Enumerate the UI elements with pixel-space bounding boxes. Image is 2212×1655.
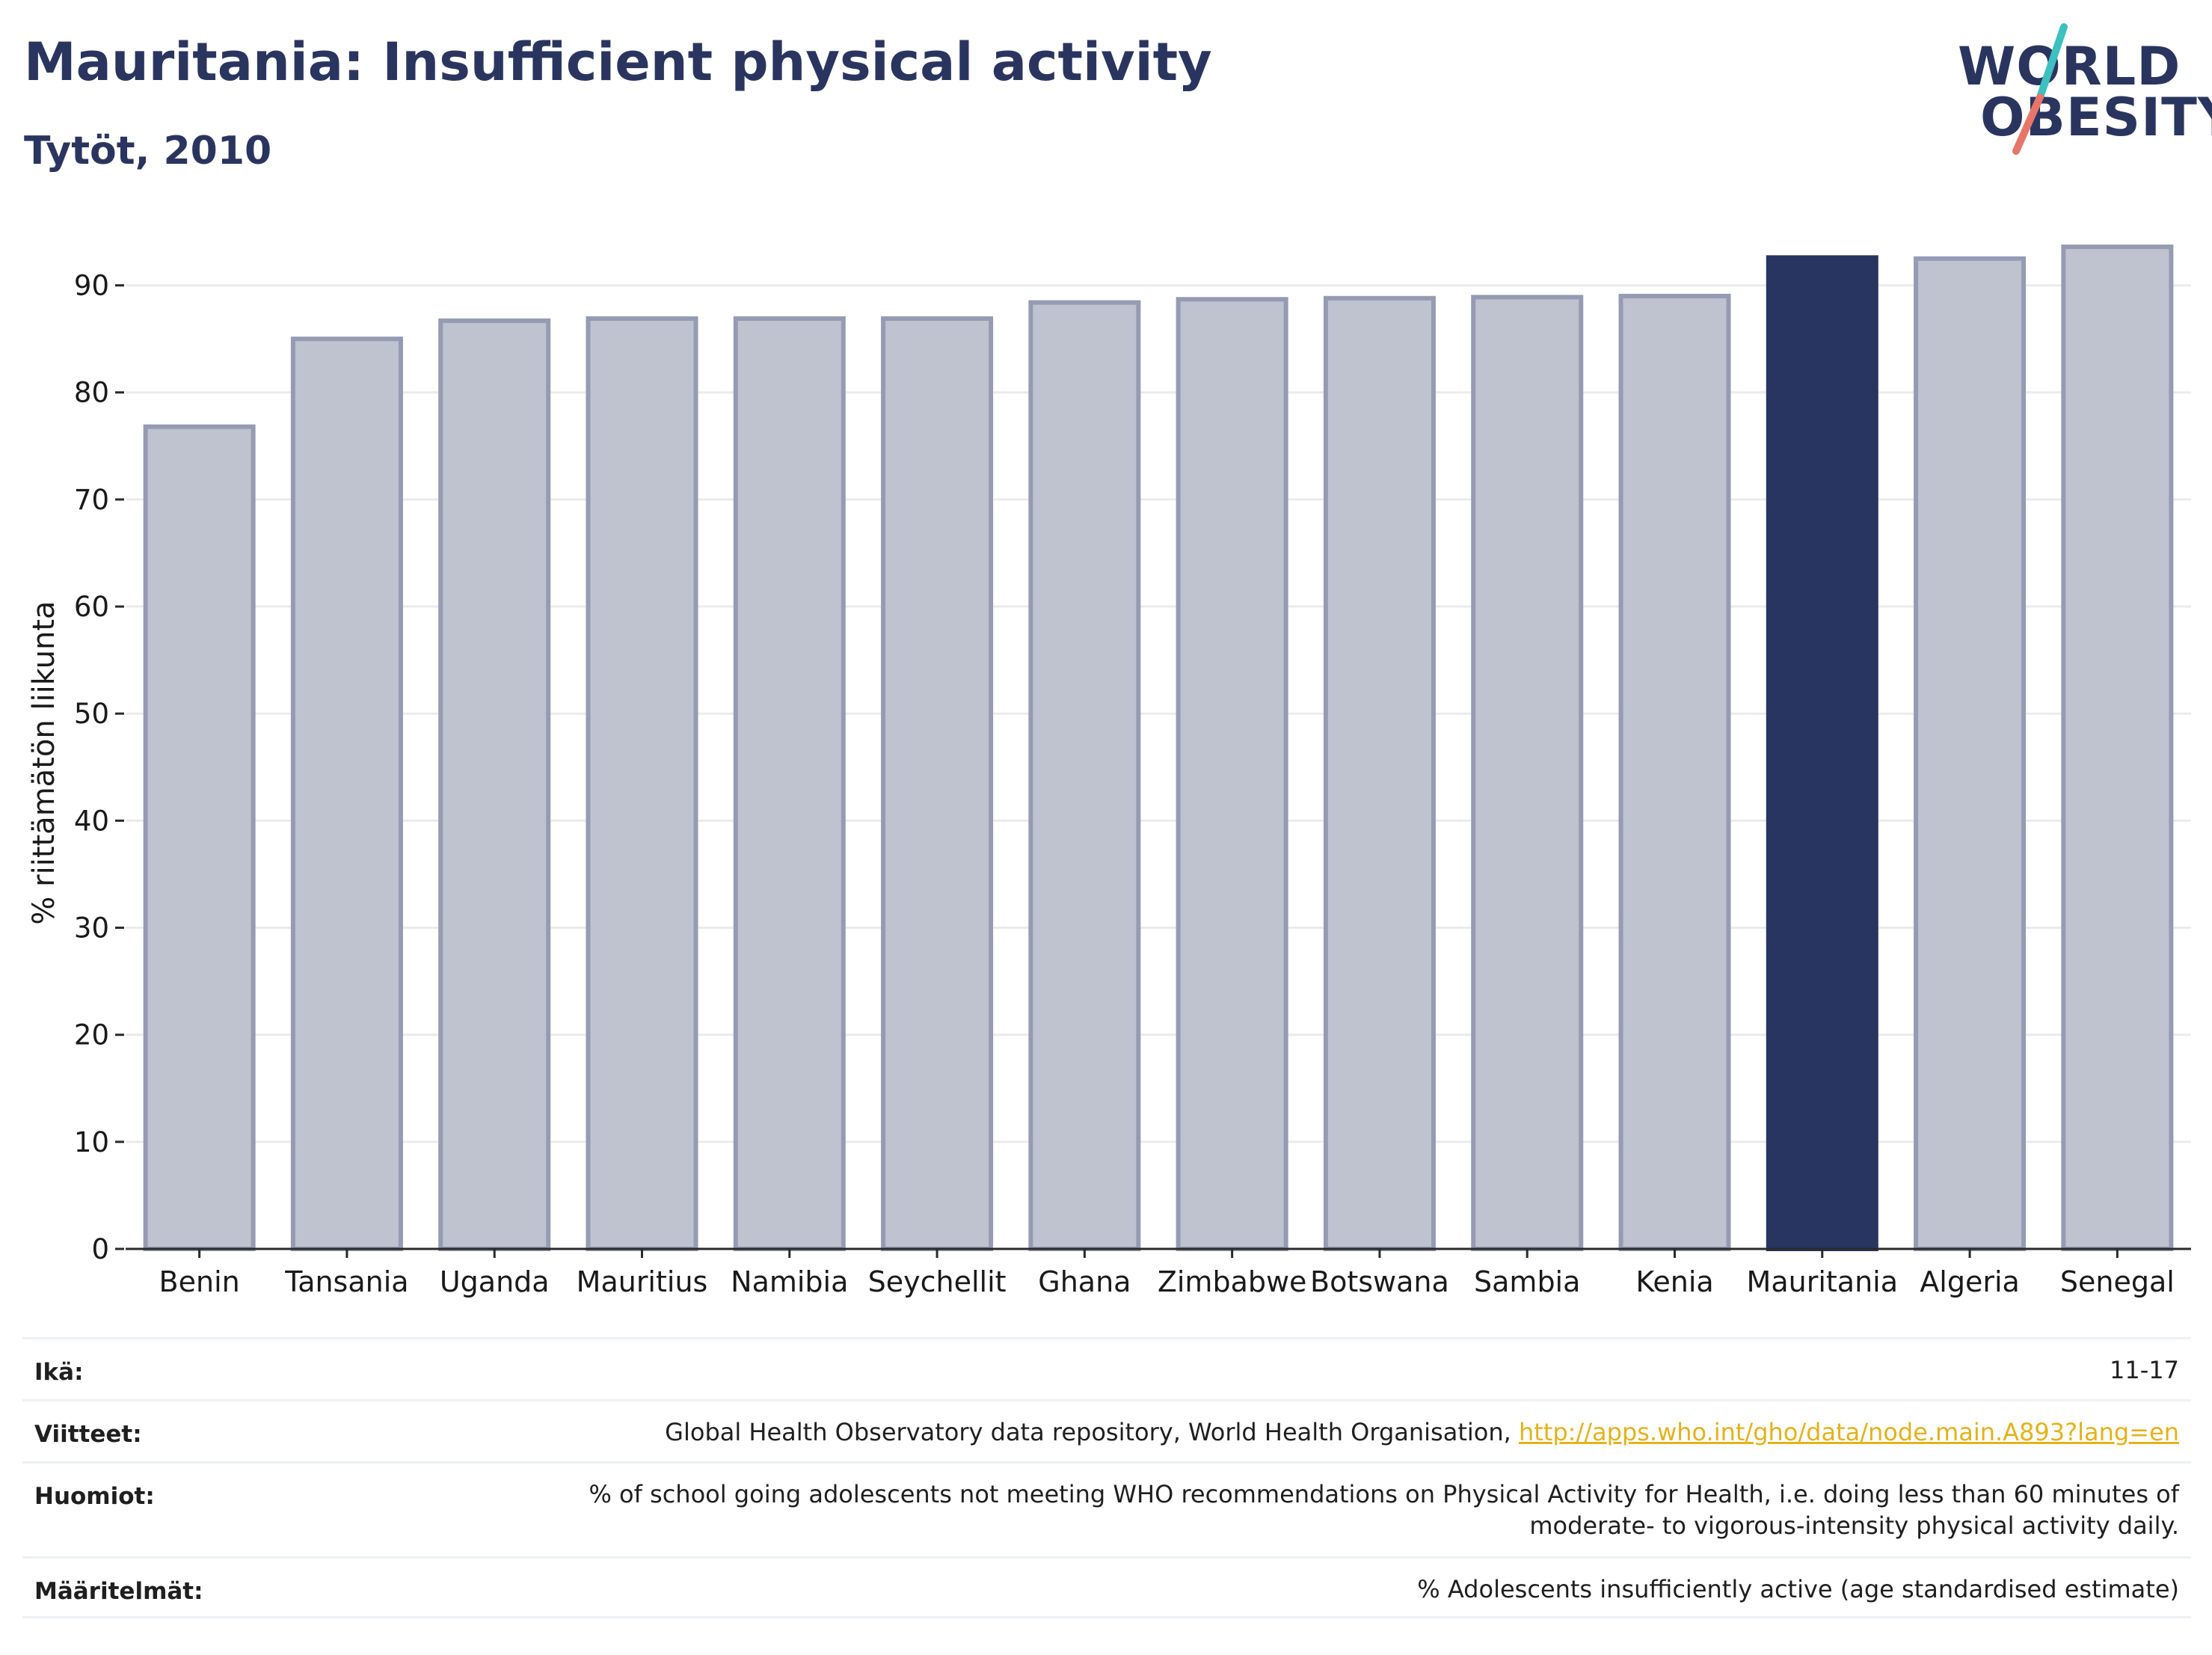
footer-label-age: Ikä: — [34, 1359, 84, 1386]
x-axis-ticks: Benin Tansania Uganda Mauritius Namibia Seych… — [159, 1249, 2175, 1298]
page-title: Mauritania: Insufficient physical activi… — [24, 31, 1212, 93]
x-tick-label: Namibia — [731, 1265, 848, 1298]
footer-value-age: 11-17 — [2110, 1356, 2179, 1384]
footer-row-references: Viitteet: Global Health Observatory data… — [22, 1399, 2191, 1461]
x-tick-label: Seychellit — [868, 1265, 1007, 1298]
footer-label-notes: Huomiot: — [34, 1483, 155, 1510]
x-tick-label: Benin — [159, 1265, 240, 1298]
bar — [438, 318, 551, 1252]
header: Mauritania: Insufficient physical activi… — [0, 0, 2212, 194]
footer-value-references: Global Health Observatory data repositor… — [665, 1416, 2179, 1448]
x-tick-label: Uganda — [440, 1265, 550, 1298]
bar-highlighted — [1766, 255, 1878, 1251]
bar — [2061, 245, 2174, 1251]
y-tick-label: 80 — [74, 377, 109, 409]
gridlines — [126, 284, 2191, 1143]
x-tick-label: Senegal — [2060, 1265, 2175, 1298]
x-tick-label: Zimbabwe — [1158, 1265, 1307, 1298]
footer-notes-line2: moderate- to vigorous-intensity physical… — [1529, 1511, 2179, 1540]
x-tick-label: Algeria — [1920, 1265, 2020, 1298]
footer-label-references: Viitteet: — [34, 1421, 142, 1448]
y-axis-ticks: 0 10 20 30 40 50 60 70 80 90 — [74, 270, 124, 1265]
y-tick-label: 30 — [74, 912, 109, 945]
x-tick-label: Mauritania — [1747, 1265, 1898, 1298]
footer-value-notes: % of school going adolescents not meetin… — [589, 1479, 2179, 1541]
footer-value-definitions: % Adolescents insufficiently active (age… — [1417, 1575, 2179, 1603]
bar-chart: 0 10 20 30 40 50 60 70 80 90 Benin Tansania Uganda M… — [27, 245, 2191, 1298]
bar — [733, 316, 846, 1252]
bar — [1618, 293, 1731, 1251]
bar — [1323, 295, 1436, 1251]
world-obesity-logo: WORLD OBESITY — [1958, 22, 2212, 157]
footer-label-definitions: Määritelmät: — [34, 1578, 203, 1605]
bar — [1028, 300, 1141, 1251]
bar — [143, 424, 256, 1251]
footer-reference-link[interactable]: http://apps.who.int/gho/data/node.main.A… — [1518, 1418, 2179, 1446]
page-subtitle: Tytöt, 2010 — [24, 129, 272, 174]
logo-slash-icon — [2012, 23, 2068, 155]
y-tick-label: 20 — [74, 1019, 109, 1051]
logo-word-obesity: OBESITY — [1980, 87, 2212, 148]
bar — [881, 316, 994, 1252]
bar — [290, 337, 403, 1252]
x-tick-label: Mauritius — [577, 1265, 708, 1298]
x-tick-label: Tansania — [284, 1265, 408, 1298]
y-tick-label: 90 — [74, 270, 109, 302]
footer-row-age: Ikä: 11-17 — [22, 1337, 2191, 1399]
bar — [1471, 295, 1584, 1252]
chart-footer: Ikä: 11-17 Viitteet: Global Health Obser… — [22, 1337, 2191, 1618]
footer-reference-text: Global Health Observatory data repositor… — [665, 1418, 1519, 1446]
y-tick-label: 60 — [74, 591, 109, 623]
bar — [1176, 297, 1288, 1252]
y-tick-label: 0 — [91, 1233, 109, 1265]
footer-notes-line1: % of school going adolescents not meetin… — [589, 1480, 2179, 1508]
footer-row-definitions: Määritelmät: % Adolescents insufficientl… — [22, 1556, 2191, 1618]
x-tick-label: Botswana — [1310, 1265, 1449, 1298]
x-tick-label: Kenia — [1635, 1265, 1713, 1298]
bar — [586, 316, 698, 1252]
y-tick-label: 40 — [74, 805, 109, 837]
footer-row-notes: Huomiot: % of school going adolescents n… — [22, 1461, 2191, 1556]
y-tick-label: 10 — [74, 1126, 109, 1158]
y-axis-label: % riittämätön liikunta — [27, 601, 61, 924]
y-tick-label: 50 — [74, 698, 109, 730]
y-tick-label: 70 — [74, 484, 109, 516]
x-tick-label: Sambia — [1474, 1265, 1580, 1298]
x-tick-label: Ghana — [1038, 1265, 1131, 1298]
bars — [143, 245, 2174, 1252]
logo-word-world: WORLD — [1958, 36, 2181, 97]
bar — [1914, 256, 2027, 1252]
